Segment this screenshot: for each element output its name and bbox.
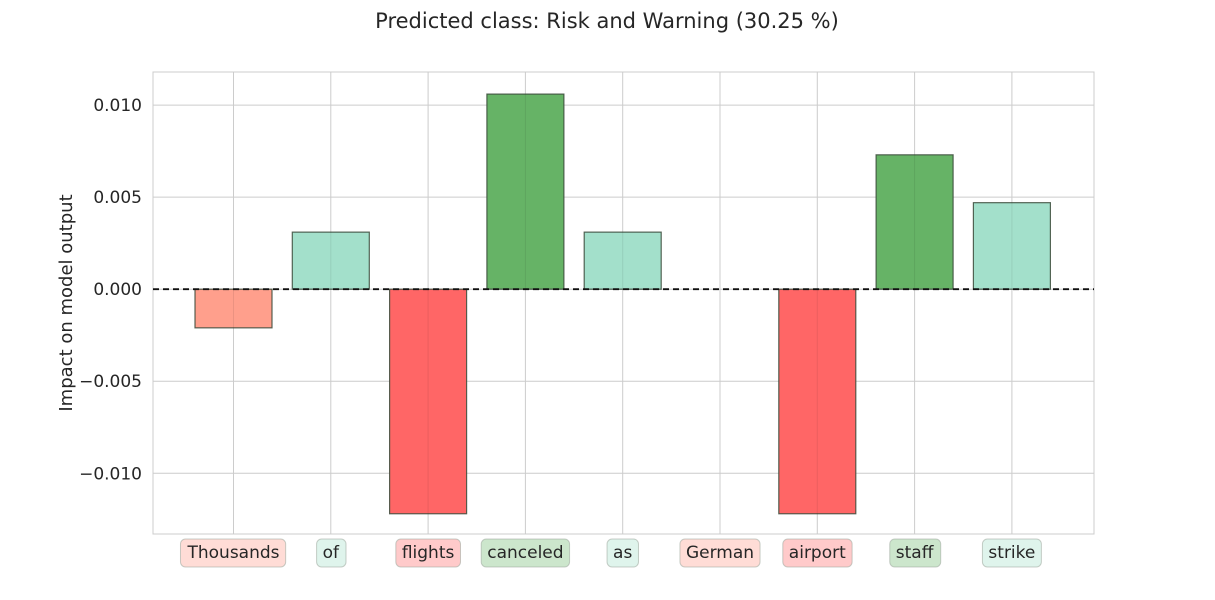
x-tick-label: flights	[402, 543, 455, 563]
plot-area	[152, 71, 1095, 535]
bar-staff	[875, 154, 954, 290]
x-tick-label-box	[480, 538, 571, 568]
x-tick-label: strike	[988, 543, 1035, 563]
x-tick-label: as	[613, 543, 632, 563]
x-tick-strike: strike	[981, 538, 1042, 568]
x-tick-label-box	[889, 538, 942, 568]
y-tick-labels: 0.010 0.005 0.000 −0.005 −0.010	[79, 96, 142, 484]
bar-as	[583, 231, 662, 290]
x-tick-flights: flights	[395, 538, 461, 568]
bars-layer	[194, 93, 1052, 515]
bar-strike	[972, 202, 1052, 290]
x-tick-label-box	[179, 538, 287, 568]
x-tick-label: airport	[789, 543, 846, 563]
bar-canceled	[486, 93, 565, 290]
x-tick-label: of	[323, 543, 340, 563]
x-tick-label-box	[782, 538, 853, 568]
y-tick-label: −0.010	[79, 464, 142, 484]
x-tick-label-box	[316, 538, 347, 568]
x-tick-label-box	[679, 538, 761, 568]
x-tick-label: Thousands	[186, 543, 279, 563]
x-tick-of: of	[316, 538, 347, 568]
x-tick-labels: Thousands of flights canceled as German airpor…	[179, 538, 1042, 568]
x-tick-label-box	[395, 538, 461, 568]
y-tick-label: 0.010	[93, 96, 142, 116]
y-axis-label: Impact on model output	[56, 194, 77, 411]
x-tick-canceled: canceled	[480, 538, 571, 568]
x-tick-label: staff	[896, 543, 935, 563]
x-tick-label: German	[686, 543, 754, 563]
x-tick-label-box	[981, 538, 1042, 568]
x-tick-as: as	[606, 538, 639, 568]
chart-title: Predicted class: Risk and Warning (30.25…	[375, 9, 839, 33]
x-tick-airport: airport	[782, 538, 853, 568]
y-tick-label: −0.005	[79, 372, 142, 392]
bar-flights	[389, 288, 468, 515]
y-tick-label: 0.000	[93, 280, 142, 300]
x-tick-german: German	[679, 538, 761, 568]
x-tick-thousands: Thousands	[179, 538, 287, 568]
bar-airport	[778, 288, 857, 515]
x-tick-staff: staff	[889, 538, 942, 568]
x-tick-label: canceled	[487, 543, 563, 563]
x-tick-label-box	[606, 538, 639, 568]
y-tick-label: 0.005	[93, 188, 142, 208]
bar-of	[291, 231, 370, 290]
bar-thousands	[194, 288, 273, 329]
